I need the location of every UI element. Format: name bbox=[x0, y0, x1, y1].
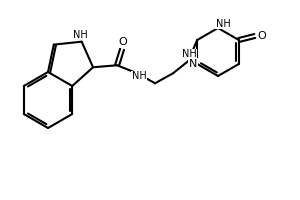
Text: NH: NH bbox=[132, 71, 146, 81]
Text: NH: NH bbox=[216, 19, 230, 29]
Text: N: N bbox=[189, 59, 197, 69]
Text: O: O bbox=[257, 31, 266, 41]
Text: NH: NH bbox=[182, 49, 196, 59]
Text: O: O bbox=[119, 37, 128, 47]
Text: NH: NH bbox=[73, 30, 88, 40]
